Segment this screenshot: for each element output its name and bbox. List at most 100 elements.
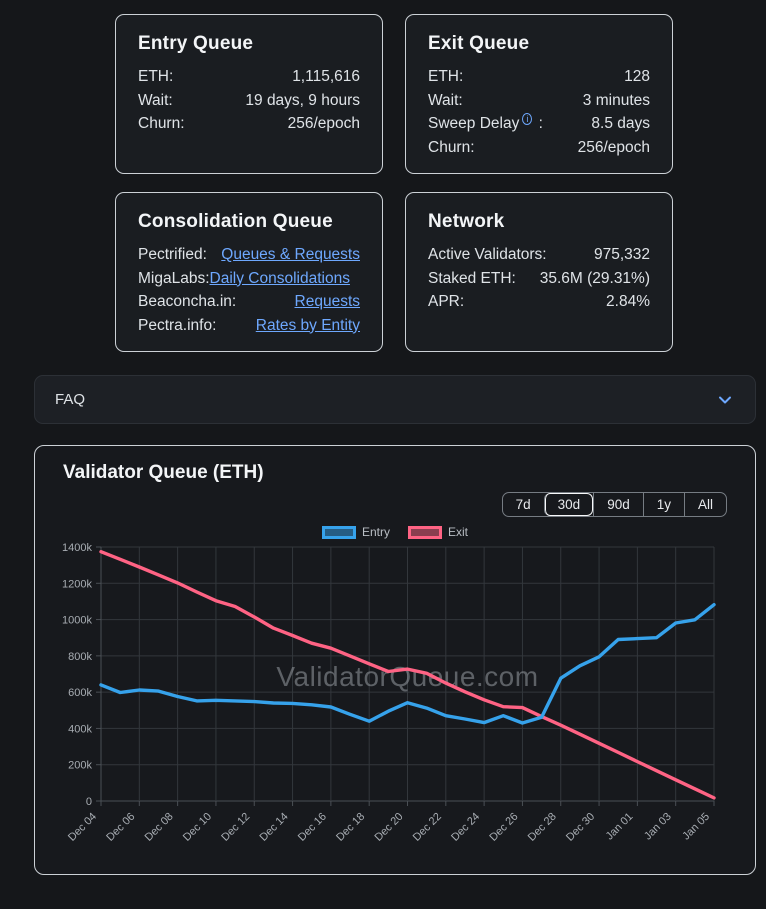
x-axis-label: Dec 12 — [219, 811, 252, 844]
metric-label: Sweep Delay i : — [428, 112, 543, 136]
x-axis-label: Jan 01 — [604, 811, 636, 843]
metric-label: Churn: — [138, 115, 185, 132]
x-axis-label: Dec 26 — [487, 811, 520, 844]
legend-exit-label: Exit — [448, 525, 469, 539]
exit-queue-card: Exit Queue ETH: 128 Wait: 3 minutes Swee… — [405, 14, 673, 174]
x-axis-label: Dec 04 — [66, 811, 99, 844]
metric-row: Churn: 256/epoch — [138, 112, 360, 136]
legend-exit[interactable]: Exit — [408, 525, 468, 539]
y-axis-label: 1400k — [62, 542, 92, 554]
chevron-down-icon — [719, 396, 731, 403]
metric-value: 975,332 — [593, 246, 650, 263]
faq-label: FAQ — [55, 391, 86, 408]
link-row: MigaLabs: Daily Consolidations — [138, 267, 360, 291]
network-title: Network — [428, 211, 505, 232]
x-axis-label: Dec 10 — [181, 811, 214, 844]
metric-label: Wait: — [428, 91, 463, 109]
beaconchain-link[interactable]: Requests — [294, 293, 360, 310]
y-axis-label: 1200k — [62, 578, 92, 590]
link-label: Pectrified: — [138, 246, 207, 263]
x-axis-label: Dec 30 — [564, 811, 597, 844]
sweep-delay-label: Sweep Delay — [428, 115, 520, 132]
range-7d-button[interactable]: 7d — [503, 493, 544, 516]
x-axis-label: Jan 05 — [680, 811, 712, 843]
metric-label: Staked ETH: — [428, 269, 516, 287]
metric-row: ETH: 128 — [428, 65, 650, 89]
entry-swatch-icon — [321, 525, 356, 539]
pectrified-link[interactable]: Queues & Requests — [221, 246, 360, 263]
metric-row: ETH: 1,115,616 — [138, 65, 360, 89]
metric-value: 35.6M (29.31%) — [539, 269, 650, 287]
legend-entry-label: Entry — [361, 525, 390, 539]
range-all-button[interactable]: All — [683, 493, 726, 516]
legend-entry[interactable]: Entry — [321, 525, 390, 539]
validator-queue-chart-card: Validator Queue (ETH) 7d 30d 90d 1y All … — [34, 445, 756, 875]
x-axis-label: Dec 22 — [411, 811, 444, 844]
range-30d-button[interactable]: 30d — [543, 493, 594, 516]
sweep-delay-colon: : — [534, 115, 543, 132]
entry-queue-title: Entry Queue — [138, 33, 254, 54]
x-axis-label: Dec 16 — [296, 811, 329, 844]
link-label: Beaconcha.in: — [138, 293, 237, 310]
metric-row: Wait: 19 days, 9 hours — [138, 89, 360, 113]
link-row: Pectra.info: Rates by Entity — [138, 314, 360, 338]
x-axis-label: Dec 20 — [372, 811, 405, 844]
metric-row: Churn: 256/epoch — [428, 136, 650, 160]
faq-toggle[interactable]: FAQ — [34, 375, 756, 424]
stat-cards-grid: Entry Queue ETH: 1,115,616 Wait: 19 days… — [115, 14, 677, 352]
y-axis-label: 200k — [68, 760, 92, 772]
consolidation-queue-title: Consolidation Queue — [138, 211, 333, 232]
metric-label: APR: — [428, 293, 465, 310]
metric-label: ETH: — [138, 68, 174, 85]
x-axis-label: Dec 18 — [334, 811, 367, 844]
metric-value: 19 days, 9 hours — [245, 91, 360, 109]
metric-row: Sweep Delay i : 8.5 days — [428, 112, 650, 136]
y-axis-label: 0 — [86, 796, 92, 808]
metric-label: Wait: — [138, 91, 173, 109]
migalabs-link[interactable]: Daily Consolidations — [209, 269, 350, 287]
metric-value: 256/epoch — [577, 138, 650, 156]
exit-line — [99, 549, 716, 800]
range-controls: 7d 30d 90d 1y All — [35, 492, 727, 517]
y-axis-label: 400k — [68, 723, 92, 735]
info-icon[interactable]: i — [522, 112, 533, 125]
pectra-info-link[interactable]: Rates by Entity — [255, 316, 360, 334]
link-label: MigaLabs: — [138, 269, 210, 287]
link-label: Pectra.info: — [138, 316, 217, 334]
metric-row: Wait: 3 minutes — [428, 89, 650, 113]
metric-value: 1,115,616 — [292, 68, 360, 85]
y-axis-label: 800k — [68, 651, 92, 663]
y-axis-label: 600k — [68, 687, 92, 699]
metric-value: 8.5 days — [591, 115, 650, 132]
watermark-text: ValidatorQueue.com — [276, 661, 538, 692]
metric-value: 256/epoch — [287, 115, 360, 132]
range-button-group: 7d 30d 90d 1y All — [501, 492, 727, 517]
x-axis-label: Dec 28 — [526, 811, 559, 844]
consolidation-queue-card: Consolidation Queue Pectrified: Queues &… — [115, 192, 383, 352]
metric-value: 128 — [624, 68, 650, 85]
link-row: Beaconcha.in: Requests — [138, 290, 360, 314]
x-axis-label: Dec 14 — [258, 811, 291, 844]
range-1y-button[interactable]: 1y — [642, 493, 684, 516]
metric-value: 2.84% — [606, 293, 650, 310]
exit-swatch-icon — [408, 525, 442, 539]
metric-value: 3 minutes — [582, 91, 650, 109]
range-90d-button[interactable]: 90d — [593, 493, 643, 516]
entry-line — [99, 603, 716, 725]
network-card: Network Active Validators: 975,332 Stake… — [405, 192, 673, 352]
y-axis-label: 1000k — [62, 615, 92, 627]
metric-label: ETH: — [428, 68, 464, 85]
x-axis-label: Jan 03 — [642, 811, 674, 843]
x-axis-label: Dec 24 — [449, 811, 482, 844]
metric-row: APR: 2.84% — [428, 290, 650, 314]
x-axis-label: Dec 06 — [104, 811, 137, 844]
x-axis-label: Dec 08 — [143, 811, 176, 844]
metric-row: Active Validators: 975,332 — [428, 243, 650, 267]
metric-label: Churn: — [428, 138, 475, 156]
link-row: Pectrified: Queues & Requests — [138, 243, 360, 267]
metric-label: Active Validators: — [428, 246, 547, 263]
metric-row: Staked ETH: 35.6M (29.31%) — [428, 267, 650, 291]
exit-queue-title: Exit Queue — [428, 33, 530, 54]
chart-legend: Entry Exit — [35, 525, 755, 539]
